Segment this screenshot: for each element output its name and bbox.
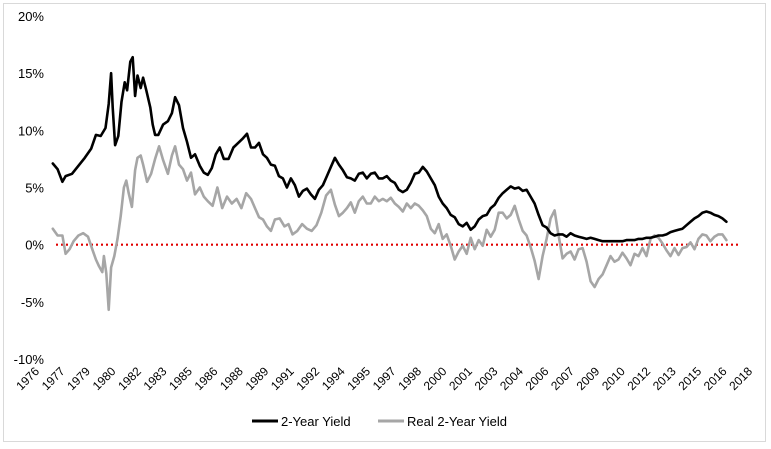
x-tick-label: 1979: [64, 364, 93, 393]
x-tick-label: 2003: [472, 364, 501, 393]
x-tick-label: 1986: [192, 364, 221, 393]
x-tick-label: 2007: [548, 364, 577, 393]
x-tick-label: 2018: [726, 364, 755, 393]
x-tick-label: 2006: [523, 364, 552, 393]
legend: 2-Year Yield Real 2-Year Yield: [252, 414, 507, 429]
y-tick-label: -10%: [14, 352, 45, 367]
x-tick-label: 1995: [344, 364, 373, 393]
y-tick-label: 0%: [25, 238, 44, 253]
x-tick-label: 1997: [370, 364, 399, 393]
series-line-2-year-yield: [51, 55, 728, 243]
x-tick-label: 1989: [243, 364, 272, 393]
x-tick-label: 1982: [115, 364, 144, 393]
x-tick-label: 1992: [293, 364, 322, 393]
y-tick-label: 5%: [25, 181, 44, 196]
series-line-real-2-year-yield: [51, 145, 728, 312]
x-tick-label: 2004: [497, 364, 526, 393]
x-tick-label: 2016: [701, 364, 730, 393]
y-tick-label: 10%: [18, 123, 44, 138]
series-lines: [51, 55, 728, 312]
legend-item-real-2-year-yield: Real 2-Year Yield: [378, 414, 507, 429]
legend-label: 2-Year Yield: [281, 414, 351, 429]
x-tick-label: 1976: [13, 364, 42, 393]
x-tick-label: 2010: [599, 364, 628, 393]
x-tick-label: 2015: [675, 364, 704, 393]
y-tick-label: 15%: [18, 66, 44, 81]
x-tick-label: 2009: [574, 364, 603, 393]
x-tick-label: 1994: [319, 364, 348, 393]
x-tick-label: 1983: [141, 364, 170, 393]
x-tick-label: 2000: [421, 364, 450, 393]
y-tick-label: 20%: [18, 9, 44, 24]
x-tick-label: 1977: [39, 364, 68, 393]
x-tick-label: 1980: [90, 364, 119, 393]
x-tick-label: 2001: [446, 364, 475, 393]
x-tick-label: 1988: [217, 364, 246, 393]
x-tick-label: 1991: [268, 364, 297, 393]
x-tick-label: 2013: [650, 364, 679, 393]
y-tick-label: -5%: [21, 295, 45, 310]
y-axis: 20% 15% 10% 5% 0% -5% -10%: [14, 9, 45, 367]
x-tick-label: 1998: [395, 364, 424, 393]
x-axis: 1976197719791980198219831985198619881989…: [13, 364, 755, 393]
x-tick-label: 1985: [166, 364, 195, 393]
x-tick-label: 2012: [624, 364, 653, 393]
legend-item-2-year-yield: 2-Year Yield: [252, 414, 351, 429]
legend-label: Real 2-Year Yield: [407, 414, 507, 429]
chart-frame: [3, 3, 766, 442]
